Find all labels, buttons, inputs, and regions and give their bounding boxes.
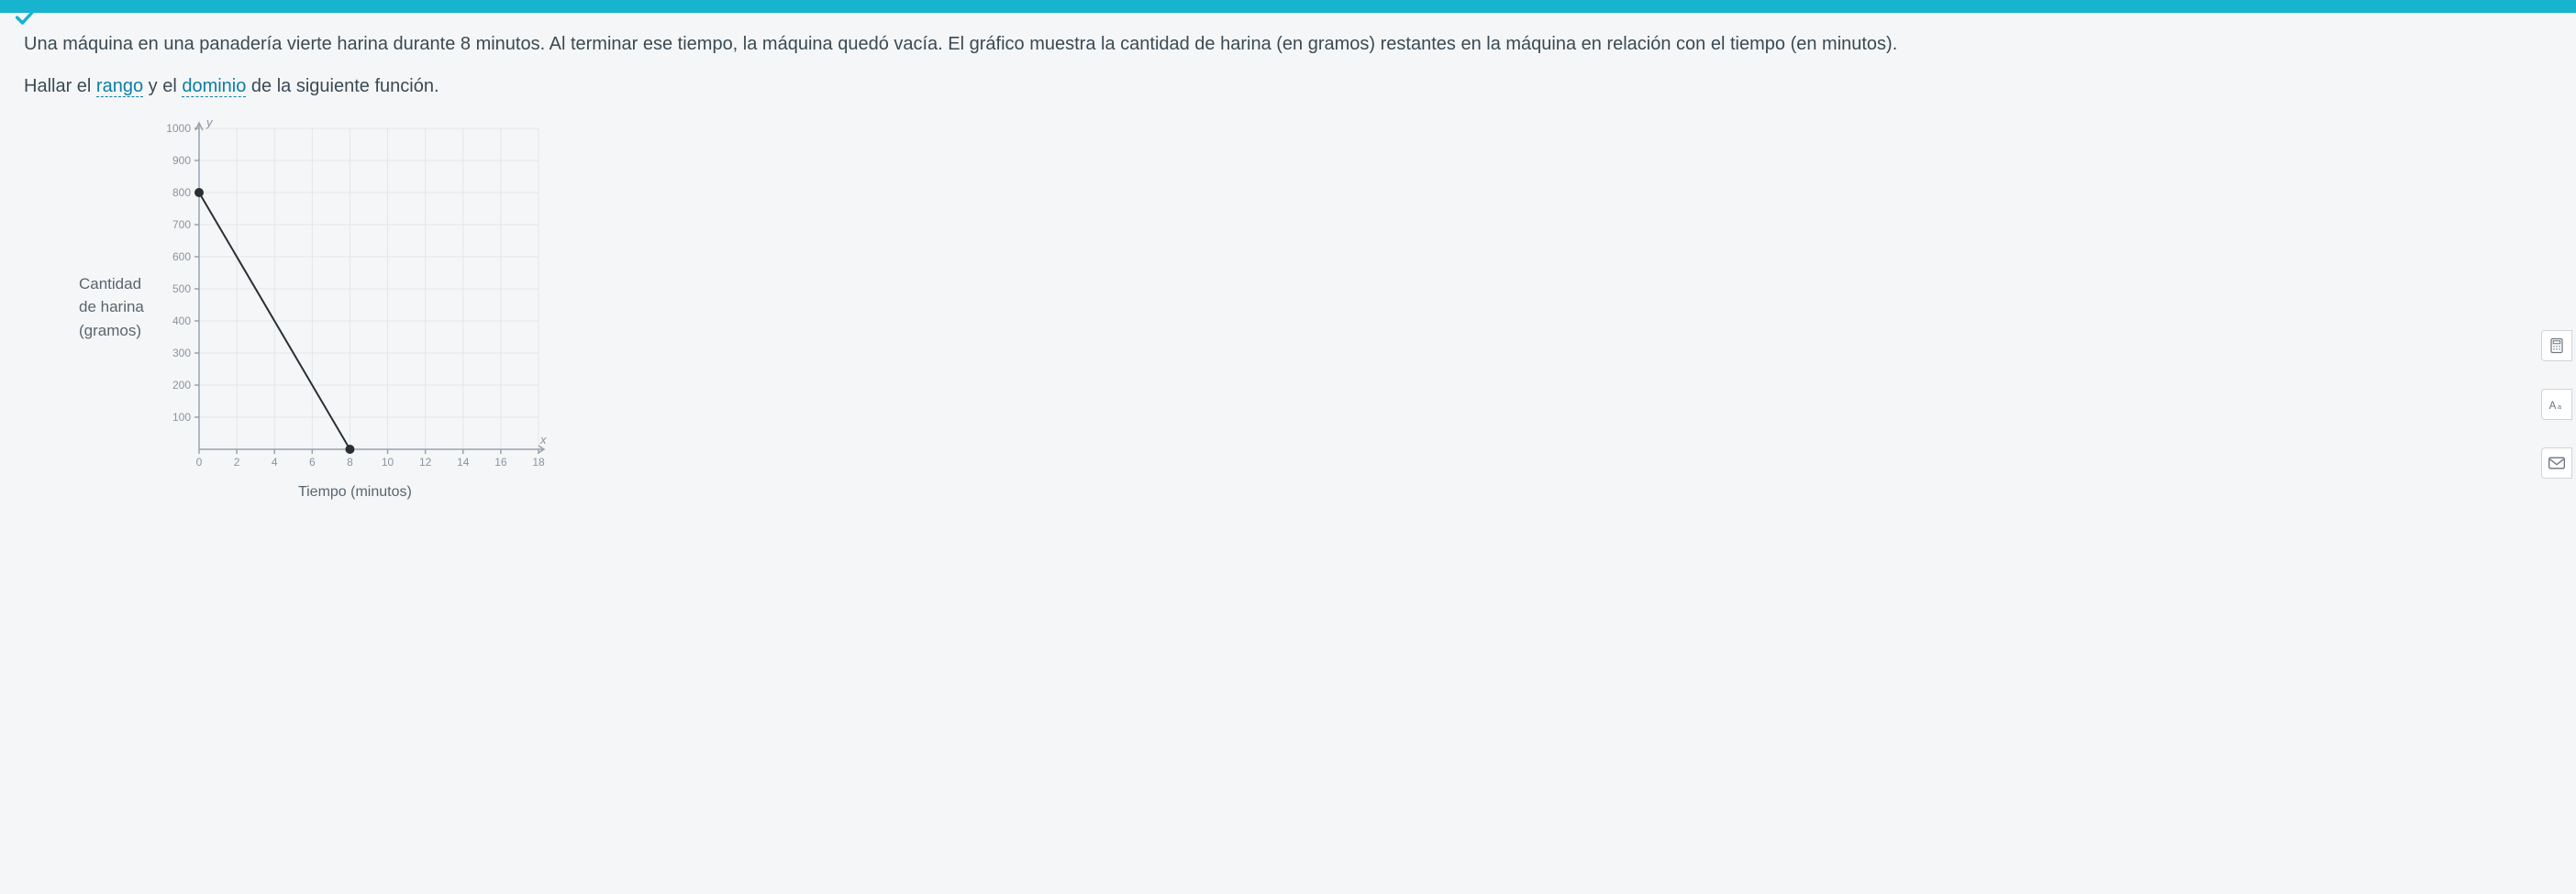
mail-button[interactable] (2541, 447, 2572, 479)
svg-text:0: 0 (196, 456, 203, 469)
svg-text:a: a (2558, 403, 2562, 411)
question-text: Hallar el (24, 76, 96, 96)
svg-text:12: 12 (419, 456, 432, 469)
ylabel-line: Cantidad (79, 272, 144, 296)
calculator-icon (2548, 337, 2565, 354)
chart-region: Cantidad de harina (gramos) 0 2 4 6 8 10 12 14 1… (79, 110, 2552, 504)
font-size-button[interactable]: A a (2541, 389, 2572, 420)
svg-text:900: 900 (172, 154, 191, 167)
svg-text:600: 600 (172, 250, 191, 263)
question-text: y el (143, 76, 182, 96)
ylabel-line: de harina (79, 295, 144, 319)
svg-text:18: 18 (532, 456, 545, 469)
svg-text:700: 700 (172, 218, 191, 231)
svg-text:14: 14 (457, 456, 470, 469)
link-dominio[interactable]: dominio (182, 76, 246, 97)
svg-text:200: 200 (172, 379, 191, 392)
mail-icon (2548, 456, 2566, 470)
svg-text:500: 500 (172, 282, 191, 295)
check-icon (13, 4, 39, 34)
x-axis-label: Tiempo (minutos) (298, 480, 412, 504)
ylabel-line: (gramos) (79, 319, 144, 343)
svg-text:10: 10 (382, 456, 394, 469)
svg-text:16: 16 (494, 456, 507, 469)
svg-text:300: 300 (172, 347, 191, 359)
svg-text:4: 4 (272, 456, 278, 469)
svg-text:2: 2 (234, 456, 240, 469)
app-topbar (0, 0, 2576, 13)
problem-prompt: Una máquina en una panadería vierte hari… (24, 29, 2552, 59)
link-rango[interactable]: rango (96, 76, 143, 97)
font-icon: A a (2548, 397, 2566, 412)
y-axis-label: Cantidad de harina (gramos) (79, 272, 144, 343)
svg-text:6: 6 (309, 456, 316, 469)
svg-text:400: 400 (172, 315, 191, 327)
question-text: de la siguiente función. (246, 76, 439, 96)
problem-body: Una máquina en una panadería vierte hari… (0, 13, 2576, 513)
svg-text:1000: 1000 (166, 122, 191, 135)
line-chart: 0 2 4 6 8 10 12 14 16 18 100 200 300 400 500 600 700 800 9… (153, 110, 557, 477)
svg-text:100: 100 (172, 411, 191, 424)
svg-text:800: 800 (172, 186, 191, 199)
calculator-button[interactable] (2541, 330, 2572, 361)
svg-text:y: y (205, 116, 214, 129)
svg-text:x: x (539, 433, 547, 447)
problem-question: Hallar el rango y el dominio de la sigui… (24, 72, 2552, 101)
right-toolbar: A a (2541, 330, 2576, 479)
svg-text:A: A (2549, 400, 2557, 412)
svg-text:8: 8 (347, 456, 353, 469)
